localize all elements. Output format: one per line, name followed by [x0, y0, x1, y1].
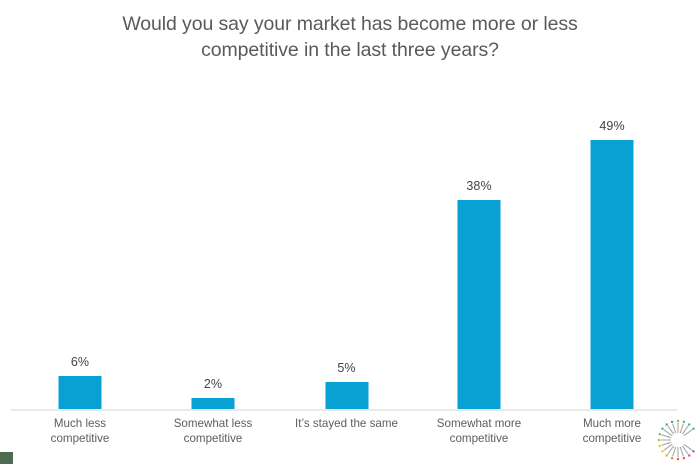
bar-5[interactable]: [590, 140, 634, 409]
bar-value-label: 49%: [599, 119, 625, 133]
bar-1[interactable]: [58, 376, 102, 409]
bar-value-label: 5%: [337, 360, 356, 375]
bar-group: 6% Much less competitive: [11, 0, 149, 464]
bar-4[interactable]: [457, 200, 501, 409]
bar-group: 5% It’s stayed the same: [278, 0, 416, 464]
bar-group: 2% Somewhat less competitive: [144, 0, 282, 464]
page-title: Would you say your market has become mor…: [122, 13, 578, 61]
bar-group: 49% Much more competitive: [543, 0, 681, 464]
x-axis-baseline: [11, 409, 677, 411]
category-label-5: Much more competitive: [582, 417, 642, 445]
bar-group: 38% Somewhat more competitive: [410, 0, 548, 464]
category-label-1: Much less competitive: [50, 417, 110, 445]
category-label-4: Somewhat more competitive: [436, 417, 522, 445]
category-label-3: It’s stayed the same: [295, 417, 398, 430]
bar-value-label: 2%: [203, 377, 223, 392]
bar-3[interactable]: [325, 381, 368, 409]
corner-accent-tab: [0, 452, 13, 464]
bar-value-label: 6%: [70, 355, 90, 370]
category-label-2: Somewhat less competitive: [173, 417, 253, 445]
radial-sunburst-logo: [657, 419, 699, 461]
bar-value-label: 38%: [466, 179, 492, 194]
bar-2[interactable]: [191, 398, 235, 409]
